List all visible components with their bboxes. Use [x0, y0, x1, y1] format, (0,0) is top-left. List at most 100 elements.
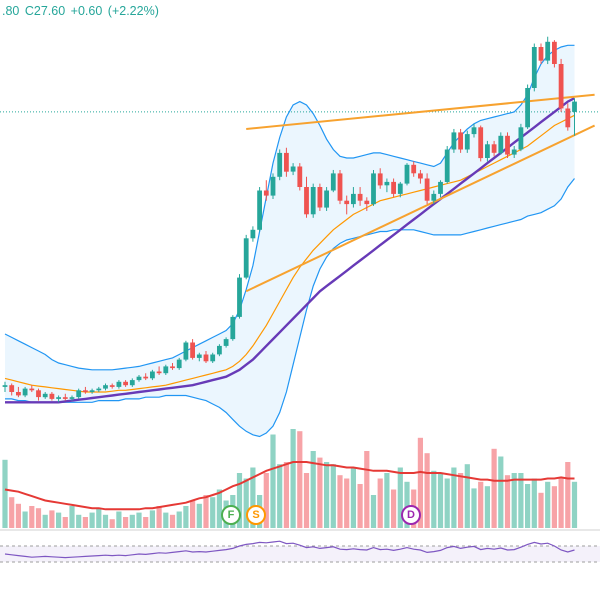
volume-bar	[518, 473, 524, 528]
volume-bar	[76, 514, 82, 528]
candle-body	[176, 359, 182, 369]
volume-bar	[451, 467, 457, 528]
candle-body	[2, 385, 8, 387]
candle-body	[498, 135, 504, 153]
volume-bar	[62, 517, 68, 528]
candle-body	[217, 345, 222, 355]
volume-bar	[183, 506, 189, 528]
candle-body	[304, 187, 309, 215]
volume-bar	[571, 481, 578, 528]
volume-bar	[310, 451, 316, 528]
candle-body	[371, 173, 376, 205]
volume-bar	[437, 473, 444, 528]
volume-bar	[525, 484, 531, 528]
candle-body	[116, 381, 122, 387]
volume-bar	[391, 489, 397, 528]
candle-body	[565, 108, 571, 128]
trendline-1	[246, 93, 595, 130]
volume-bar	[324, 462, 330, 528]
volume-bar	[49, 510, 55, 528]
volume-bar	[498, 456, 504, 528]
candle-body	[485, 144, 490, 158]
volume-bar	[491, 448, 497, 528]
candle-body	[377, 173, 383, 186]
candle-body	[284, 152, 289, 172]
volume-bar	[538, 492, 544, 528]
volume-bar	[190, 500, 196, 528]
candle-body	[143, 376, 149, 379]
candle-body	[9, 385, 15, 392]
rsi-pane	[0, 529, 600, 563]
candle-body	[42, 393, 48, 398]
volume-bar	[397, 467, 403, 528]
volume-bar	[431, 470, 437, 528]
candle-body	[250, 229, 256, 239]
candle-body	[203, 354, 209, 362]
volume-bar	[9, 497, 15, 528]
candle-body	[404, 164, 410, 184]
candle-body	[89, 390, 95, 392]
volume-bar	[149, 510, 155, 528]
candle-body	[545, 41, 551, 61]
candle-body	[511, 149, 517, 155]
candle-body	[150, 371, 155, 379]
bollinger-upper-line	[4, 44, 575, 371]
volume-bar	[370, 495, 377, 528]
event-marker-f[interactable]: F	[221, 505, 241, 525]
candle-body	[170, 366, 175, 369]
candle-body	[572, 101, 577, 112]
candle-body	[310, 187, 316, 215]
candle-body	[330, 173, 336, 191]
volume-bar	[283, 462, 289, 528]
candle-body	[243, 238, 249, 278]
volume-bar	[15, 503, 21, 528]
candle-body	[237, 277, 242, 317]
volume-bar	[330, 464, 336, 528]
candle-body	[431, 193, 437, 201]
volume-bar	[96, 508, 102, 528]
candle-body	[277, 152, 283, 177]
candle-body	[558, 64, 564, 109]
candle-body	[411, 164, 417, 174]
candle-body	[49, 393, 55, 399]
candle-body	[96, 388, 102, 391]
volume-bar	[109, 519, 115, 528]
candles[interactable]	[2, 36, 577, 403]
candle-body	[103, 385, 108, 389]
candle-body	[123, 381, 128, 386]
volume-bar	[350, 467, 356, 528]
volume-bar	[484, 486, 490, 528]
candle-body	[552, 41, 557, 64]
candle-body	[190, 342, 195, 358]
volume-bar	[317, 457, 323, 528]
volume-bar	[210, 497, 216, 528]
candle-body	[196, 354, 202, 358]
volume-bar	[290, 429, 296, 528]
candle-body	[29, 388, 35, 391]
bollinger-fill-area	[5, 45, 575, 437]
candle-body	[451, 132, 457, 150]
rsi-band	[0, 546, 600, 562]
candle-body	[136, 376, 142, 381]
volume-bar	[35, 508, 42, 528]
event-marker-s[interactable]: S	[246, 505, 266, 525]
candle-body	[357, 193, 363, 201]
volume-bar	[136, 512, 142, 528]
candle-body	[109, 385, 115, 387]
volume-bar	[344, 478, 350, 528]
volume-bar	[303, 473, 310, 528]
volume-bar	[364, 451, 370, 528]
event-marker-d[interactable]: D	[401, 505, 421, 525]
candle-body	[76, 390, 82, 398]
candle-body	[478, 127, 484, 159]
candle-body	[270, 176, 276, 196]
candle-body	[518, 127, 524, 150]
volume-bar	[236, 473, 243, 528]
volume-bar	[444, 478, 450, 528]
volume-bar	[250, 467, 256, 528]
volume-bar	[531, 478, 537, 528]
volume-bar	[263, 473, 269, 528]
volume-bar	[277, 464, 283, 528]
candle-body	[471, 127, 477, 135]
